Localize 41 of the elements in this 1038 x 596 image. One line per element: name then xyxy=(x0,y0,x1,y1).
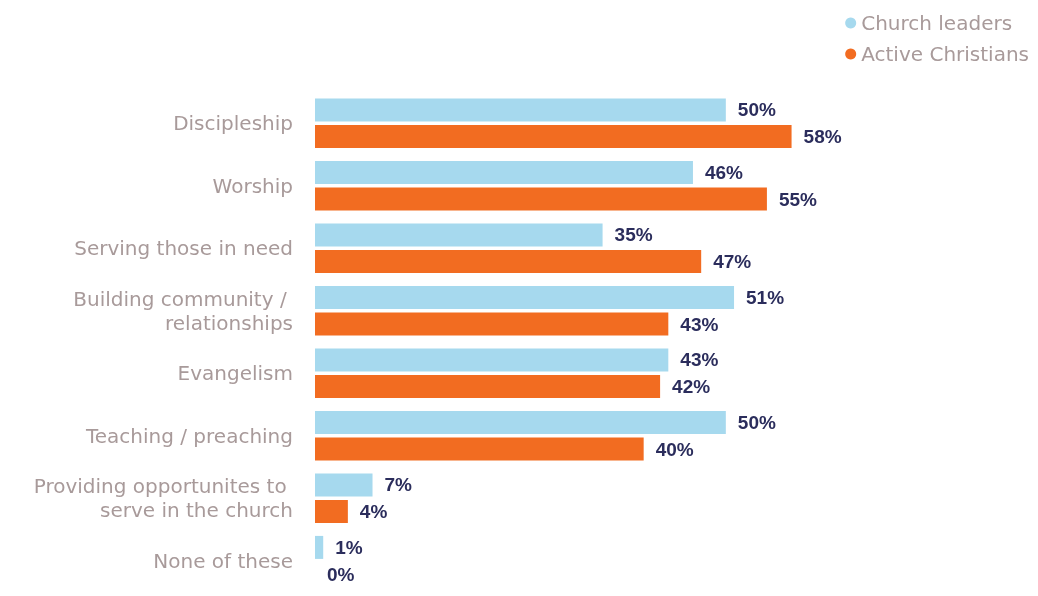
y-tick-label: Teaching / preaching xyxy=(84,423,293,448)
bar xyxy=(315,348,669,372)
data-label: 46% xyxy=(704,161,744,183)
data-label: 58% xyxy=(803,126,842,148)
y-tick-label: Discipleship xyxy=(173,111,293,136)
data-label: 7% xyxy=(384,474,413,496)
bar xyxy=(315,187,767,211)
bar xyxy=(315,473,373,497)
bar xyxy=(315,437,644,461)
bar xyxy=(315,98,726,122)
y-tick-label: Worship xyxy=(212,173,293,198)
bar xyxy=(315,223,603,247)
data-label: 50% xyxy=(737,411,776,433)
y-tick-label: Serving those in need xyxy=(74,236,293,261)
y-tick-label: Providing opportunites to serve in the church xyxy=(33,474,293,523)
bar xyxy=(315,285,735,309)
data-label: 42% xyxy=(672,376,711,398)
bar xyxy=(315,410,726,434)
bar xyxy=(315,535,324,559)
data-label: 4% xyxy=(359,501,388,523)
data-label: 55% xyxy=(778,188,818,210)
data-label: 50% xyxy=(737,99,776,121)
bar xyxy=(315,375,661,399)
data-label: 43% xyxy=(680,313,719,335)
legend-label: Active Christians xyxy=(861,42,1029,66)
bar xyxy=(315,312,669,336)
bar xyxy=(315,500,348,524)
data-label: 0% xyxy=(327,563,355,585)
data-label: 40% xyxy=(655,438,694,460)
bar xyxy=(315,160,693,184)
data-label: 51% xyxy=(746,286,785,308)
data-label: 43% xyxy=(680,349,719,371)
y-tick-label: Building community / relationships xyxy=(73,286,293,335)
legend-label: Church leaders xyxy=(861,11,1013,35)
data-label: 35% xyxy=(614,224,653,246)
y-tick-label: Evangelism xyxy=(177,361,293,386)
data-label: 1% xyxy=(335,536,363,558)
data-label: 47% xyxy=(713,251,752,273)
bar xyxy=(315,250,702,274)
y-tick-label: None of these xyxy=(153,548,293,573)
bar xyxy=(315,125,792,149)
